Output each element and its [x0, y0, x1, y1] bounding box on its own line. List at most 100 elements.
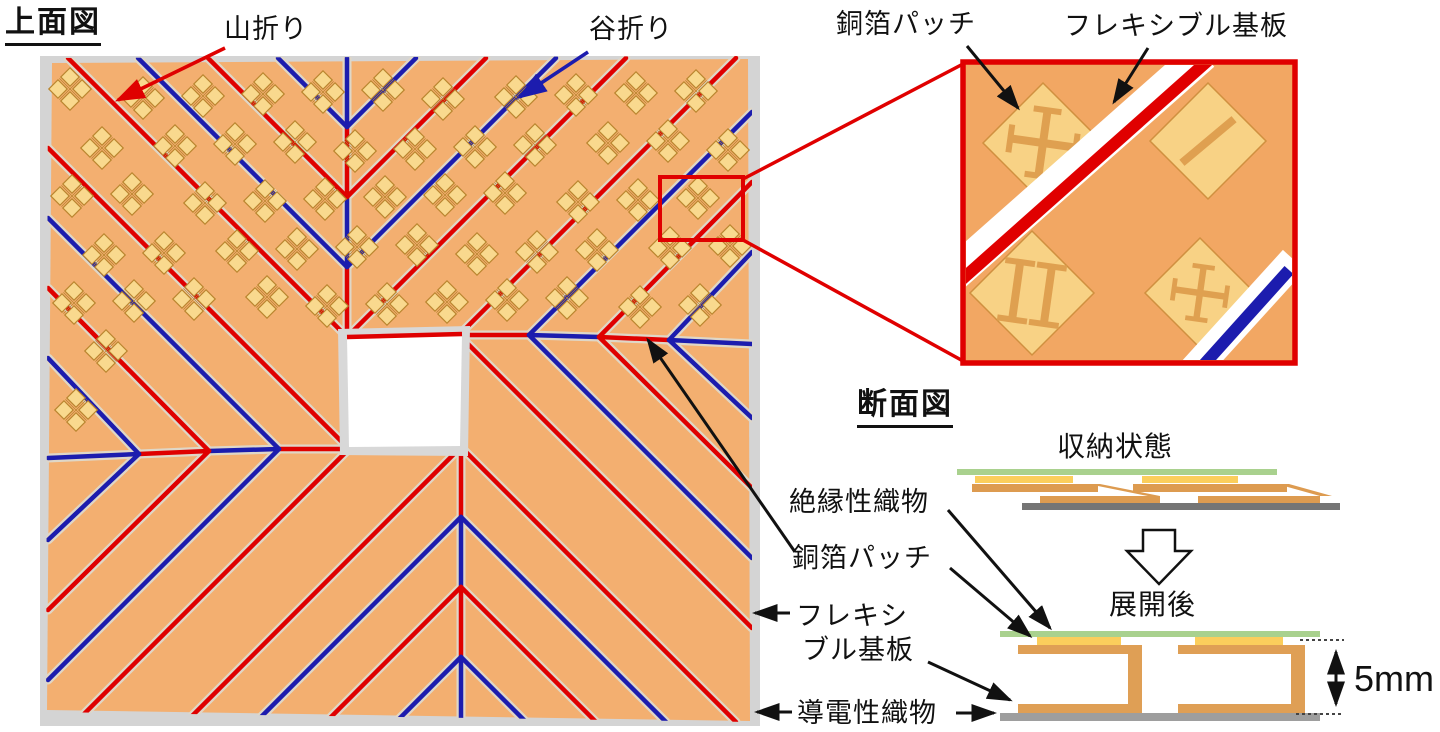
stowed-copper-patch [1142, 476, 1238, 483]
copper-patch-small [434, 196, 456, 218]
label-leader-arrow [1112, 47, 1150, 105]
copper-patch-small [536, 134, 558, 156]
copper-patch-small [61, 173, 83, 195]
copper-patch-small [316, 283, 338, 305]
patch-detail [625, 82, 647, 104]
copper-patch-small [506, 182, 528, 204]
mountain-fold-line [596, 334, 752, 491]
copper-patch-small [312, 69, 334, 91]
label-leader-arrow [646, 337, 797, 553]
copper-patch-small [304, 295, 326, 317]
copper-patch-small [256, 298, 278, 320]
patch-diamond [968, 229, 1096, 357]
copper-patch-small [567, 179, 589, 201]
copper-patch-small [284, 119, 306, 141]
copper-patch-small [394, 234, 416, 256]
copper-patch-small [144, 87, 166, 109]
patch-cluster [111, 278, 157, 324]
patch-cluster [553, 72, 599, 118]
patch-detail [685, 80, 707, 102]
copper-patch-small [111, 290, 133, 312]
copper-patch-small [671, 237, 693, 259]
patch-detail [372, 79, 394, 101]
valley-fold-line [526, 332, 602, 340]
patch-detail [312, 81, 334, 103]
patch-detail [314, 188, 336, 210]
copper-patch-small [65, 411, 87, 433]
patch-cluster [244, 274, 290, 320]
slot [996, 314, 1028, 325]
copper-patch-small [627, 177, 649, 199]
copper-patch-small [238, 240, 260, 262]
copper-patch-small [192, 97, 214, 119]
slot [1008, 134, 1078, 152]
stowed-flexible-substrate [1133, 484, 1287, 492]
patch-cluster [675, 175, 721, 221]
copper-patch-small [597, 120, 619, 142]
stowed-copper-patch [975, 476, 1073, 483]
patch-detail [689, 294, 711, 316]
slot [1172, 286, 1228, 300]
patch-cluster [360, 67, 406, 113]
copper-patch-small [123, 302, 145, 324]
patch-detail [657, 130, 679, 152]
copper-patch-small [384, 79, 406, 101]
copper-patch-small [717, 151, 739, 173]
patch-detail [406, 234, 428, 256]
copper-patch-small [432, 76, 454, 98]
valley-fold-line [46, 451, 142, 543]
copper-patch-small [63, 280, 85, 302]
copper-patch-small [625, 94, 647, 116]
patch-detail [226, 240, 248, 262]
inset-leader-line [742, 238, 964, 363]
copper-patch-small [135, 290, 157, 312]
copper-patch-small [466, 231, 488, 253]
copper-patch-small [508, 289, 530, 311]
patch-cluster [420, 76, 466, 122]
valley-fold-line [526, 332, 752, 561]
patch-cluster [49, 173, 95, 219]
copper-patch-small [242, 190, 264, 212]
copper-patch-small [224, 145, 246, 167]
patch-detail [466, 243, 488, 265]
copper-patch-label-top: 銅箔パッチ [836, 9, 976, 39]
copper-patch-small [629, 284, 651, 306]
patch-detail [93, 244, 115, 266]
copper-patch-small [598, 239, 620, 261]
patch-cluster [482, 170, 528, 216]
copper-patch-small [685, 92, 707, 114]
patch-detail [254, 190, 276, 212]
copper-patch-small [362, 186, 384, 208]
mountain-fold-label: 山折り [224, 14, 308, 44]
copper-patch-small [386, 186, 408, 208]
patch-cluster [304, 283, 350, 329]
copper-patch-small [406, 246, 428, 268]
valley-fold-line [46, 451, 142, 461]
deployed-label: 展開後 [1109, 589, 1197, 620]
patch-detail [183, 288, 205, 310]
patch-cluster [544, 275, 590, 321]
copper-patch-small [206, 192, 228, 214]
copper-patch-small [617, 296, 639, 318]
valley-fold-line [253, 514, 464, 722]
copper-patch-small [358, 236, 380, 258]
deployed-flexible-substrate [1178, 704, 1291, 713]
copper-patch-small [346, 224, 368, 246]
copper-patch-small [53, 399, 75, 421]
mountain-fold-line [456, 332, 752, 631]
slot [1169, 277, 1178, 301]
copper-patch-small [272, 131, 294, 153]
copper-patch-small [93, 232, 115, 254]
deployed-conductive-fabric [1000, 713, 1320, 721]
patch-detail [286, 238, 308, 260]
copper-patch-small [95, 352, 117, 374]
mountain-fold-line [596, 334, 672, 343]
patch-detail [194, 192, 216, 214]
copper-patch-small [374, 198, 396, 220]
copper-patch-small [717, 127, 739, 149]
inset-fold-bands [966, 65, 1292, 360]
copper-patch-small [466, 255, 488, 277]
copper-patch-small [675, 187, 697, 209]
copper-patch-small [689, 306, 711, 328]
